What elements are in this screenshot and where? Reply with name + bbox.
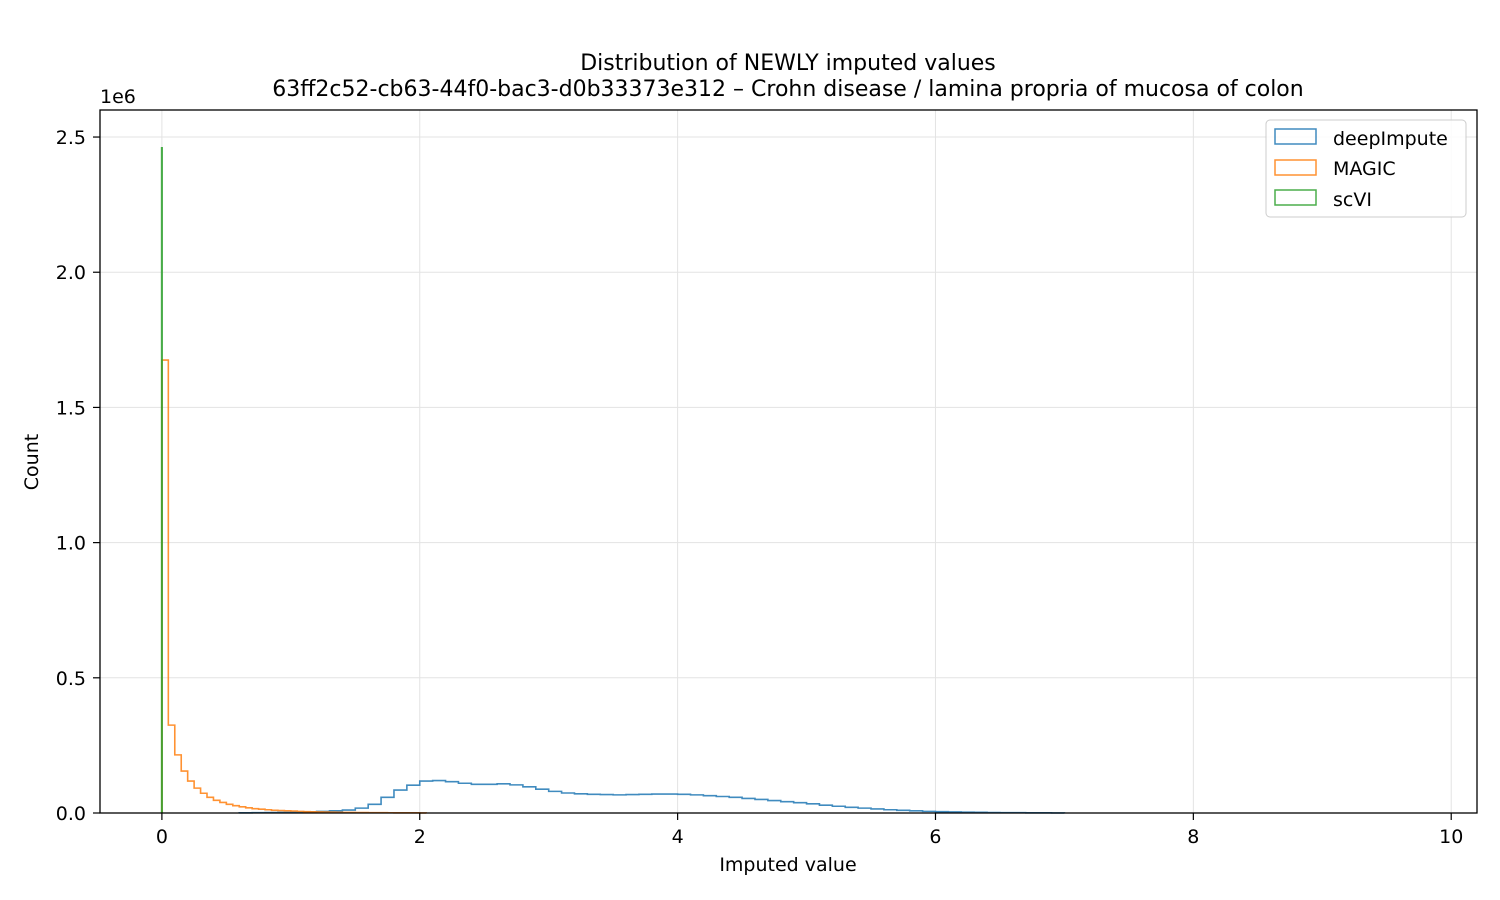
series-deepimpute-histogram [238, 779, 1066, 814]
histogram-series [160, 147, 1066, 814]
x-tick-label: 0 [156, 826, 168, 848]
x-tick-label: 8 [1187, 826, 1199, 848]
y-tick-label: 2.0 [56, 262, 86, 284]
y-tick-label: 2.5 [56, 127, 86, 149]
x-tick-label: 6 [929, 826, 941, 848]
axis-ticks: 0 2 4 6 8 10 0.0 0.5 1.0 1.5 2.0 2.5 [56, 127, 1464, 848]
series-magic-histogram [161, 359, 427, 814]
x-tick-label: 4 [672, 826, 684, 848]
chart-subtitle: 63ff2c52-cb63-44f0-bac3-d0b33373e312 – C… [272, 77, 1303, 102]
chart-legend: deepImpute MAGIC scVI [1265, 119, 1467, 218]
plot-frame [99, 109, 1478, 814]
legend-label-deepimpute: deepImpute [1333, 128, 1448, 150]
x-axis-label: Imputed value [719, 854, 856, 876]
y-axis-label: Count [21, 434, 43, 490]
y-tick-label: 0.0 [56, 803, 86, 825]
y-offset-label: 1e6 [100, 86, 136, 108]
x-tick-label: 2 [414, 826, 426, 848]
y-tick-label: 1.0 [56, 533, 86, 555]
legend-label-magic: MAGIC [1333, 158, 1396, 180]
y-tick-label: 1.5 [56, 397, 86, 419]
legend-swatch-magic [1274, 159, 1317, 176]
y-tick-label: 0.5 [56, 668, 86, 690]
x-tick-label: 10 [1439, 826, 1463, 848]
series-scvi-histogram [160, 147, 163, 813]
chart-title: Distribution of NEWLY imputed values [580, 51, 996, 76]
legend-swatch-scvi [1274, 189, 1317, 206]
legend-swatch-deepimpute [1274, 128, 1317, 145]
legend-label-scvi: scVI [1333, 189, 1372, 211]
